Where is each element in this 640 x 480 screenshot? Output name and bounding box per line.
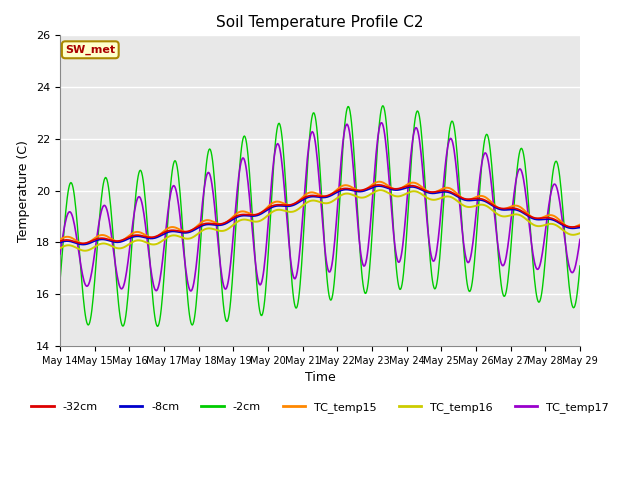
Title: Soil Temperature Profile C2: Soil Temperature Profile C2 [216, 15, 424, 30]
Legend: -32cm, -8cm, -2cm, TC_temp15, TC_temp16, TC_temp17: -32cm, -8cm, -2cm, TC_temp15, TC_temp16,… [27, 398, 613, 418]
X-axis label: Time: Time [305, 371, 335, 384]
Y-axis label: Temperature (C): Temperature (C) [17, 140, 31, 241]
Text: SW_met: SW_met [65, 45, 115, 55]
